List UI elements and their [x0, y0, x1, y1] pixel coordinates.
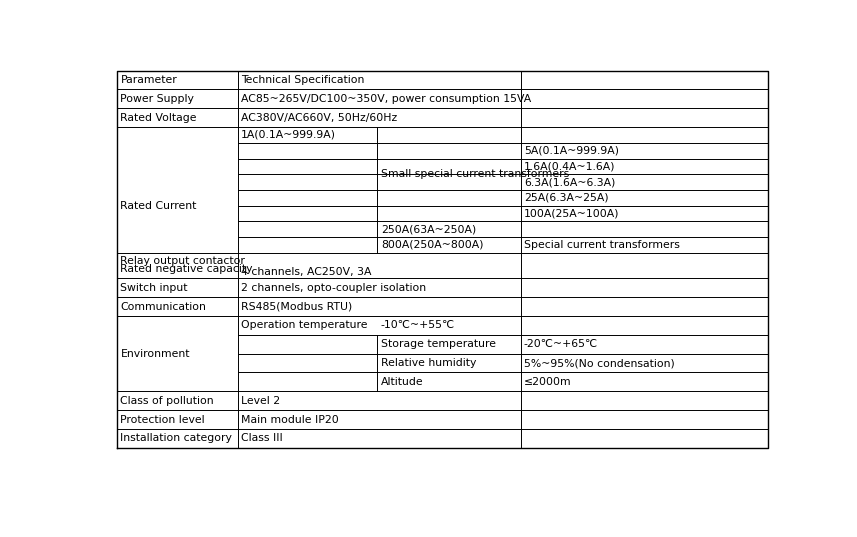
- Text: -10℃~+55℃: -10℃~+55℃: [381, 321, 455, 330]
- Text: Altitude: Altitude: [381, 377, 423, 387]
- Text: Technical Specification: Technical Specification: [241, 75, 364, 85]
- Text: Relative humidity: Relative humidity: [381, 358, 476, 368]
- Text: 6.3A(1.6A~6.3A): 6.3A(1.6A~6.3A): [524, 177, 615, 187]
- Text: Class of pollution: Class of pollution: [120, 396, 214, 406]
- Text: ≤2000m: ≤2000m: [524, 377, 572, 387]
- Text: RS485(Modbus RTU): RS485(Modbus RTU): [241, 302, 352, 311]
- Text: AC85~265V/DC100~350V, power consumption 15VA: AC85~265V/DC100~350V, power consumption …: [241, 94, 531, 104]
- Text: Storage temperature: Storage temperature: [381, 339, 495, 349]
- Text: Communication: Communication: [120, 302, 207, 311]
- Text: Environment: Environment: [120, 349, 190, 359]
- Text: Rated Voltage: Rated Voltage: [120, 113, 197, 122]
- Text: 1A(0.1A~999.9A): 1A(0.1A~999.9A): [241, 130, 336, 140]
- Text: 2 channels, opto-coupler isolation: 2 channels, opto-coupler isolation: [241, 283, 426, 293]
- Text: 25A(6.3A~25A): 25A(6.3A~25A): [524, 193, 608, 203]
- Text: 5A(0.1A~999.9A): 5A(0.1A~999.9A): [524, 146, 619, 156]
- Text: Parameter: Parameter: [120, 75, 177, 85]
- Text: 5%~95%(No condensation): 5%~95%(No condensation): [524, 358, 674, 368]
- Text: -20℃~+65℃: -20℃~+65℃: [524, 339, 598, 349]
- Text: Switch input: Switch input: [120, 283, 188, 293]
- Text: Main module IP20: Main module IP20: [241, 415, 339, 425]
- Text: Protection level: Protection level: [120, 415, 205, 425]
- Text: Operation temperature: Operation temperature: [241, 321, 368, 330]
- Text: Power Supply: Power Supply: [120, 94, 195, 104]
- Text: 800A(250A~800A): 800A(250A~800A): [381, 240, 483, 250]
- Text: Class III: Class III: [241, 433, 283, 444]
- Text: Rated negative capacity: Rated negative capacity: [120, 264, 253, 274]
- Text: Rated Current: Rated Current: [120, 201, 197, 211]
- Text: Special current transformers: Special current transformers: [524, 240, 680, 250]
- Text: 1.6A(0.4A~1.6A): 1.6A(0.4A~1.6A): [524, 161, 615, 171]
- Text: Relay output contactor: Relay output contactor: [120, 256, 245, 266]
- Text: 100A(25A~100A): 100A(25A~100A): [524, 208, 620, 219]
- Text: 250A(63A~250A): 250A(63A~250A): [381, 224, 476, 234]
- Text: Small special current transformers: Small special current transformers: [381, 169, 569, 179]
- Text: AC380V/AC660V, 50Hz/60Hz: AC380V/AC660V, 50Hz/60Hz: [241, 113, 397, 122]
- Text: Installation category: Installation category: [120, 433, 232, 444]
- Text: Level 2: Level 2: [241, 396, 280, 406]
- Text: 4 channels, AC250V, 3A: 4 channels, AC250V, 3A: [241, 267, 371, 277]
